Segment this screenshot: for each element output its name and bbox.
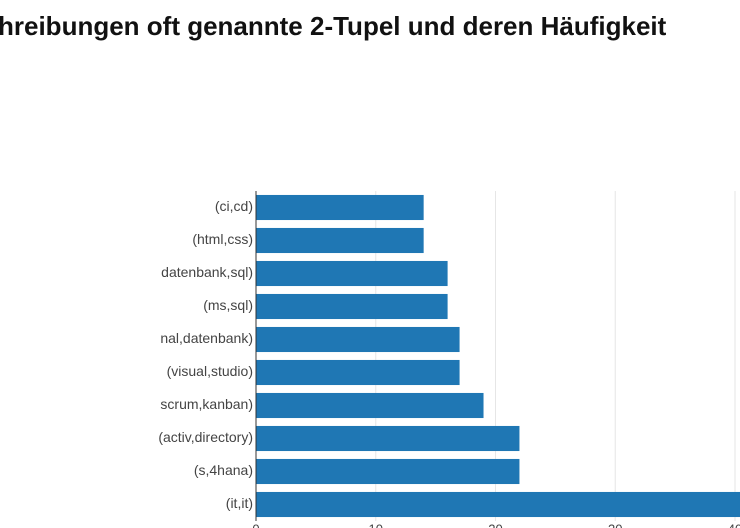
y-tick-label: scrum,kanban)	[160, 396, 253, 412]
bar	[256, 359, 460, 386]
bar	[256, 260, 448, 287]
bar	[256, 194, 424, 221]
bar	[256, 425, 520, 452]
x-tick-label: 0	[252, 522, 259, 528]
x-tick-label: 40	[728, 522, 740, 528]
bar	[256, 227, 424, 254]
y-tick-label: (ms,sql)	[203, 297, 253, 313]
bar	[256, 326, 460, 353]
bar	[256, 392, 484, 419]
y-tick-label: (html,css)	[192, 231, 253, 247]
y-tick-label: (s,4hana)	[194, 462, 253, 478]
x-tick-label: 20	[488, 522, 502, 528]
bar	[256, 491, 740, 518]
bar	[256, 458, 520, 485]
x-tick-label: 10	[369, 522, 383, 528]
y-tick-label: (visual,studio)	[167, 363, 253, 379]
y-tick-label: datenbank,sql)	[161, 264, 253, 280]
y-tick-label: (activ,directory)	[158, 429, 253, 445]
bar	[256, 293, 448, 320]
chart-title: hreibungen oft genannte 2-Tupel und dere…	[0, 11, 667, 41]
y-tick-label: nal,datenbank)	[160, 330, 253, 346]
y-tick-label: (it,it)	[226, 495, 253, 511]
y-tick-label: (ci,cd)	[215, 198, 253, 214]
x-tick-label: 30	[608, 522, 622, 528]
